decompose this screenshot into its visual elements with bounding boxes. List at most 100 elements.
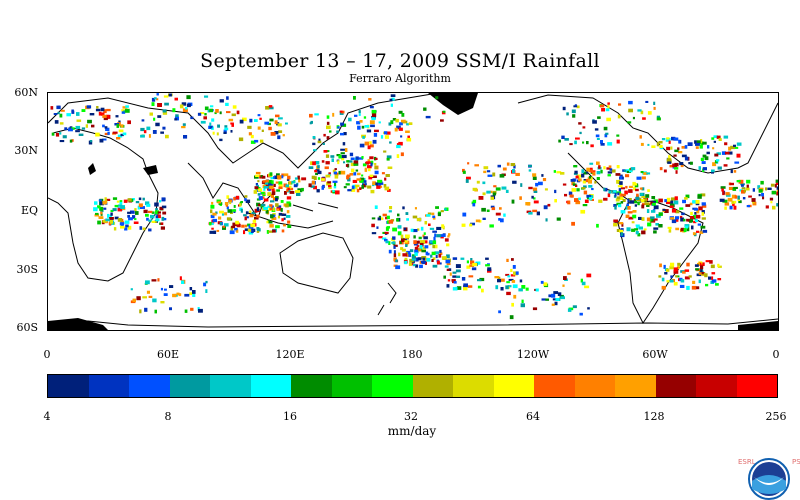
rainfall-pixel (151, 220, 156, 223)
rainfall-pixel (159, 222, 162, 225)
rainfall-pixel (439, 252, 443, 255)
rainfall-pixel (287, 187, 290, 191)
rainfall-pixel (728, 146, 732, 151)
rainfall-pixel (723, 135, 729, 139)
rainfall-pixel (371, 223, 375, 228)
rainfall-pixel (666, 268, 670, 272)
rainfall-pixel (466, 176, 471, 180)
rainfall-pixel (272, 207, 275, 212)
rainfall-pixel (417, 257, 422, 261)
rainfall-pixel (226, 206, 229, 210)
rainfall-pixel (487, 174, 493, 177)
rainfall-pixel (698, 166, 701, 170)
rainfall-pixel (123, 199, 128, 203)
rainfall-pixel (409, 258, 414, 263)
rainfall-pixel (625, 214, 630, 218)
rainfall-pixel (117, 134, 123, 138)
rainfall-pixel (412, 215, 418, 219)
rainfall-pixel (359, 187, 362, 190)
rainfall-pixel (247, 228, 252, 232)
rainfall-pixel (571, 109, 576, 114)
rainfall-pixel (720, 186, 726, 189)
rainfall-pixel (109, 218, 114, 222)
rainfall-pixel (572, 305, 577, 309)
rainfall-pixel (313, 185, 317, 190)
rainfall-pixel (341, 157, 345, 161)
rainfall-pixel (244, 216, 247, 221)
rainfall-pixel (280, 208, 283, 212)
rainfall-pixel (673, 282, 678, 286)
rainfall-pixel (711, 272, 716, 275)
rainfall-pixel (127, 214, 130, 218)
lon-label-120e: 120E (275, 348, 305, 361)
rainfall-pixel (254, 216, 259, 220)
rainfall-pixel (172, 108, 176, 113)
rainfall-pixel (521, 285, 526, 289)
rainfall-pixel (701, 210, 705, 214)
rainfall-pixel (674, 167, 679, 170)
rainfall-pixel (647, 222, 652, 227)
rainfall-pixel (663, 264, 666, 269)
rainfall-pixel (659, 263, 662, 268)
rainfall-pixel (59, 113, 63, 118)
rainfall-pixel (273, 183, 276, 187)
rainfall-pixel (277, 135, 281, 140)
rainfall-pixel (578, 178, 582, 182)
rainfall-pixel (401, 113, 405, 117)
rainfall-pixel (371, 232, 377, 235)
rainfall-pixel (369, 174, 374, 177)
rainfall-pixel (707, 145, 710, 149)
rainfall-pixel (646, 172, 651, 175)
rainfall-pixel (100, 210, 104, 213)
rainfall-pixel (752, 188, 755, 192)
rainfall-pixel (236, 223, 241, 228)
rainfall-pixel (162, 126, 166, 130)
rainfall-pixel (215, 109, 219, 113)
rainfall-pixel (636, 176, 642, 180)
rainfall-pixel (573, 165, 578, 168)
rainfall-pixel (396, 218, 400, 222)
rainfall-pixel (632, 116, 635, 120)
rainfall-pixel (278, 117, 283, 120)
rainfall-pixel (414, 246, 419, 250)
lon-label-0-right: 0 (772, 348, 780, 361)
rainfall-pixel (635, 224, 640, 227)
rainfall-pixel (427, 212, 432, 215)
rainfall-pixel (102, 114, 107, 118)
rainfall-pixel (78, 133, 84, 136)
rainfall-pixel (230, 130, 233, 133)
rainfall-pixel (676, 266, 680, 269)
rainfall-pixel (586, 167, 590, 172)
rainfall-pixel (405, 130, 410, 133)
rainfall-pixel (56, 105, 61, 110)
rainfall-pixel (607, 174, 611, 177)
rainfall-pixel (776, 189, 778, 193)
rainfall-pixel (102, 201, 107, 205)
rainfall-pixel (625, 206, 629, 210)
rainfall-pixel (317, 177, 321, 180)
rainfall-pixel (718, 138, 722, 141)
rainfall-pixel (287, 224, 292, 228)
rainfall-pixel (226, 217, 232, 221)
rainfall-pixel (112, 208, 117, 212)
rainfall-pixel (334, 174, 339, 179)
rainfall-pixel (608, 190, 612, 194)
colorbar-segment (169, 375, 210, 397)
rainfall-pixel (603, 126, 608, 131)
rainfall-pixel (142, 227, 146, 231)
rainfall-pixel (391, 97, 395, 101)
rainfall-pixel (553, 291, 559, 294)
rainfall-pixel (586, 273, 592, 278)
rainfall-pixel (405, 243, 408, 247)
rainfall-pixel (148, 134, 151, 138)
colorbar-tick-16: 16 (283, 410, 297, 423)
rainfall-pixel (181, 126, 186, 129)
rainfall-pixel (110, 209, 114, 212)
rainfall-pixel (294, 177, 298, 180)
rainfall-pixel (632, 214, 637, 219)
rainfall-pixel (714, 153, 719, 157)
rainfall-pixel (714, 160, 718, 163)
rainfall-pixel (236, 229, 239, 233)
rainfall-pixel (470, 260, 475, 265)
rainfall-pixel (179, 104, 184, 109)
